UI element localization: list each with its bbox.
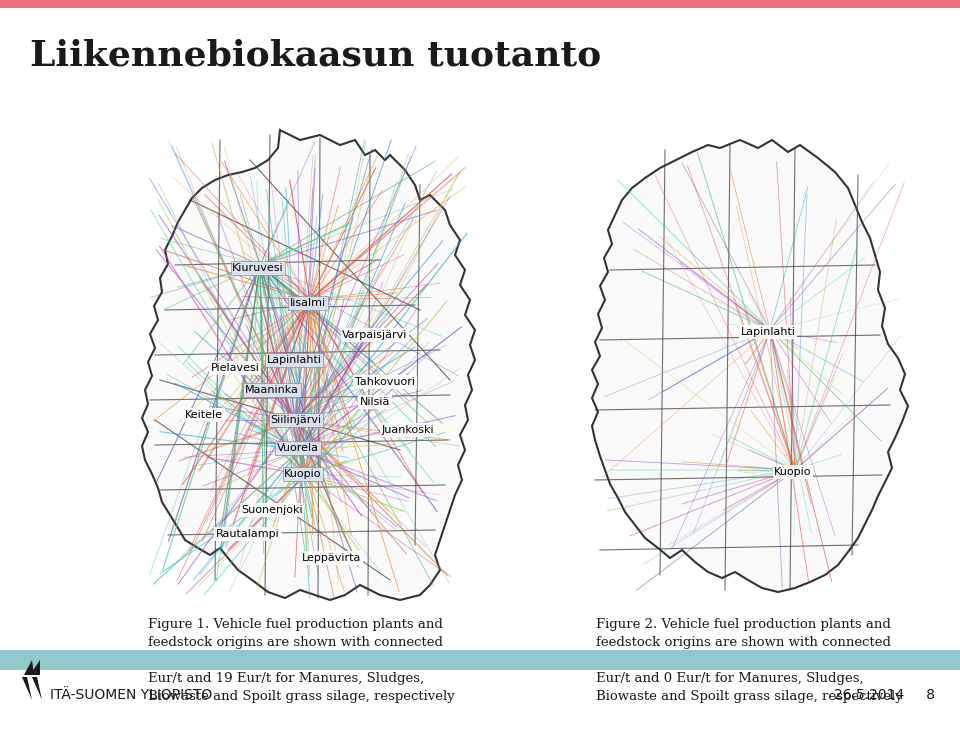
Text: Pielavesi: Pielavesi — [210, 363, 259, 373]
Text: Kuopio: Kuopio — [284, 469, 322, 479]
Text: Juankoski: Juankoski — [382, 425, 434, 435]
Text: Suonenjoki: Suonenjoki — [241, 505, 302, 515]
Text: Siilinjärvi: Siilinjärvi — [271, 415, 322, 425]
Bar — [0, 650, 960, 670]
Bar — [0, 0, 960, 8]
Text: Vuorela: Vuorela — [277, 443, 319, 453]
Text: 26.5.2014     8: 26.5.2014 8 — [834, 688, 935, 702]
Polygon shape — [592, 140, 908, 592]
Text: Kuopio: Kuopio — [775, 467, 812, 477]
Text: Figure 1. Vehicle fuel production plants and
feedstock origins are shown with co: Figure 1. Vehicle fuel production plants… — [148, 618, 463, 703]
Text: Lapinlahti: Lapinlahti — [267, 355, 322, 365]
Text: Varpaisjärvi: Varpaisjärvi — [343, 330, 408, 340]
Text: Lapinlahti: Lapinlahti — [740, 327, 796, 337]
Text: Kiuruvesi: Kiuruvesi — [232, 263, 284, 273]
Polygon shape — [22, 677, 32, 700]
Polygon shape — [142, 130, 475, 600]
Text: Nilsiä: Nilsiä — [360, 397, 390, 407]
Text: Keitele: Keitele — [185, 410, 223, 420]
Text: Figure 2. Vehicle fuel production plants and
feedstock origins are shown with co: Figure 2. Vehicle fuel production plants… — [596, 618, 902, 703]
Text: Rautalampi: Rautalampi — [216, 529, 280, 539]
Text: Maaninka: Maaninka — [245, 385, 299, 395]
Polygon shape — [30, 660, 40, 675]
Polygon shape — [32, 677, 42, 700]
Text: ITÄ-SUOMEN YLIOPISTO: ITÄ-SUOMEN YLIOPISTO — [50, 688, 212, 702]
Polygon shape — [24, 660, 34, 675]
Text: Iisalmi: Iisalmi — [290, 298, 326, 308]
Text: Liikennebiokaasun tuotanto: Liikennebiokaasun tuotanto — [30, 38, 601, 72]
Text: Leppävirta: Leppävirta — [302, 553, 362, 563]
Text: Tahkovuori: Tahkovuori — [355, 377, 415, 387]
